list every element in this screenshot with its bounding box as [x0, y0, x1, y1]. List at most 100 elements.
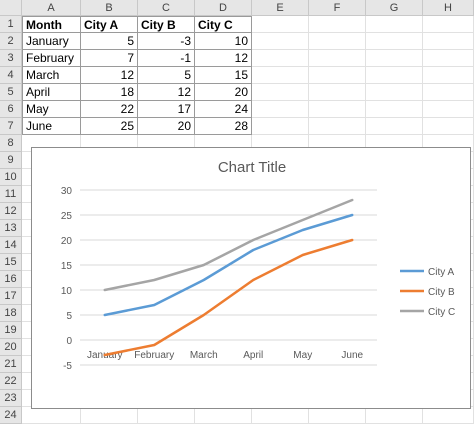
row-header-6[interactable]: 6	[0, 101, 22, 118]
row-header-19[interactable]: 19	[0, 322, 22, 339]
cell-h6[interactable]	[423, 101, 474, 118]
cell-b4[interactable]: 12	[81, 67, 138, 84]
cell-c5[interactable]: 12	[138, 84, 195, 101]
cell-d3[interactable]: 12	[195, 50, 252, 67]
column-header-c[interactable]: C	[138, 0, 195, 16]
cell-a3[interactable]: February	[22, 50, 81, 67]
cell-e24[interactable]	[252, 407, 309, 424]
row-header-18[interactable]: 18	[0, 305, 22, 322]
cell-g4[interactable]	[366, 67, 423, 84]
cell-c24[interactable]	[138, 407, 195, 424]
cell-c4[interactable]: 5	[138, 67, 195, 84]
column-header-e[interactable]: E	[252, 0, 309, 16]
cell-d5[interactable]: 20	[195, 84, 252, 101]
cell-b2[interactable]: 5	[81, 33, 138, 50]
row-header-11[interactable]: 11	[0, 186, 22, 203]
series-line-city-c[interactable]	[103, 198, 354, 292]
cell-d6[interactable]: 24	[195, 101, 252, 118]
row-header-9[interactable]: 9	[0, 152, 22, 169]
cell-d1[interactable]: City C	[195, 16, 252, 33]
cell-a7[interactable]: June	[22, 118, 81, 135]
cell-g5[interactable]	[366, 84, 423, 101]
row-header-8[interactable]: 8	[0, 135, 22, 152]
cell-d24[interactable]	[195, 407, 252, 424]
row-header-4[interactable]: 4	[0, 67, 22, 84]
cell-c6[interactable]: 17	[138, 101, 195, 118]
cell-c7[interactable]: 20	[138, 118, 195, 135]
cell-c3[interactable]: -1	[138, 50, 195, 67]
row-header-12[interactable]: 12	[0, 203, 22, 220]
cell-e6[interactable]	[252, 101, 309, 118]
cell-d2[interactable]: 10	[195, 33, 252, 50]
cell-f4[interactable]	[309, 67, 366, 84]
cell-b7[interactable]: 25	[81, 118, 138, 135]
cell-a2[interactable]: January	[22, 33, 81, 50]
cell-f1[interactable]	[309, 16, 366, 33]
cell-e4[interactable]	[252, 67, 309, 84]
cell-g7[interactable]	[366, 118, 423, 135]
row-header-5[interactable]: 5	[0, 84, 22, 101]
cell-b3[interactable]: 7	[81, 50, 138, 67]
cell-e1[interactable]	[252, 16, 309, 33]
row-header-22[interactable]: 22	[0, 373, 22, 390]
column-header-d[interactable]: D	[195, 0, 252, 16]
column-header-b[interactable]: B	[81, 0, 138, 16]
cell-h4[interactable]	[423, 67, 474, 84]
cell-g3[interactable]	[366, 50, 423, 67]
cell-b24[interactable]	[81, 407, 138, 424]
cell-e2[interactable]	[252, 33, 309, 50]
cell-d4[interactable]: 15	[195, 67, 252, 84]
line-chart[interactable]: 30 25 20 15 10 5 0 -5 January February March April…	[31, 147, 471, 409]
cell-f24[interactable]	[309, 407, 366, 424]
row-header-3[interactable]: 3	[0, 50, 22, 67]
row-header-7[interactable]: 7	[0, 118, 22, 135]
row-header-14[interactable]: 14	[0, 237, 22, 254]
column-header-g[interactable]: G	[366, 0, 423, 16]
cell-a4[interactable]: March	[22, 67, 81, 84]
series-line-city-b[interactable]	[103, 238, 354, 357]
row-header-17[interactable]: 17	[0, 288, 22, 305]
cell-h2[interactable]	[423, 33, 474, 50]
cell-a24[interactable]	[22, 407, 81, 424]
row-header-2[interactable]: 2	[0, 33, 22, 50]
row-header-24[interactable]: 24	[0, 407, 22, 424]
cell-c1[interactable]: City B	[138, 16, 195, 33]
cell-c2[interactable]: -3	[138, 33, 195, 50]
cell-a1[interactable]: Month	[22, 16, 81, 33]
cell-f6[interactable]	[309, 101, 366, 118]
row-header-1[interactable]: 1	[0, 16, 22, 33]
row-header-16[interactable]: 16	[0, 271, 22, 288]
select-all-corner[interactable]	[0, 0, 22, 16]
cell-f7[interactable]	[309, 118, 366, 135]
cell-g1[interactable]	[366, 16, 423, 33]
cell-h24[interactable]	[423, 407, 474, 424]
cell-f2[interactable]	[309, 33, 366, 50]
cell-f5[interactable]	[309, 84, 366, 101]
column-header-f[interactable]: F	[309, 0, 366, 16]
column-header-a[interactable]: A	[22, 0, 81, 16]
cell-b1[interactable]: City A	[81, 16, 138, 33]
series-line-city-a[interactable]	[103, 213, 354, 317]
cell-a5[interactable]: April	[22, 84, 81, 101]
legend-entry[interactable]: City C	[428, 307, 455, 318]
row-header-10[interactable]: 10	[0, 169, 22, 186]
row-header-21[interactable]: 21	[0, 356, 22, 373]
cell-h5[interactable]	[423, 84, 474, 101]
cell-h7[interactable]	[423, 118, 474, 135]
column-header-h[interactable]: H	[423, 0, 474, 16]
cell-d7[interactable]: 28	[195, 118, 252, 135]
cell-g24[interactable]	[366, 407, 423, 424]
legend-entry[interactable]: City A	[428, 267, 454, 278]
cell-f3[interactable]	[309, 50, 366, 67]
cell-b6[interactable]: 22	[81, 101, 138, 118]
cell-g6[interactable]	[366, 101, 423, 118]
cell-g2[interactable]	[366, 33, 423, 50]
row-header-23[interactable]: 23	[0, 390, 22, 407]
cell-b5[interactable]: 18	[81, 84, 138, 101]
cell-e7[interactable]	[252, 118, 309, 135]
cell-h1[interactable]	[423, 16, 474, 33]
row-header-13[interactable]: 13	[0, 220, 22, 237]
row-header-20[interactable]: 20	[0, 339, 22, 356]
cell-e5[interactable]	[252, 84, 309, 101]
legend-entry[interactable]: City B	[428, 287, 455, 298]
